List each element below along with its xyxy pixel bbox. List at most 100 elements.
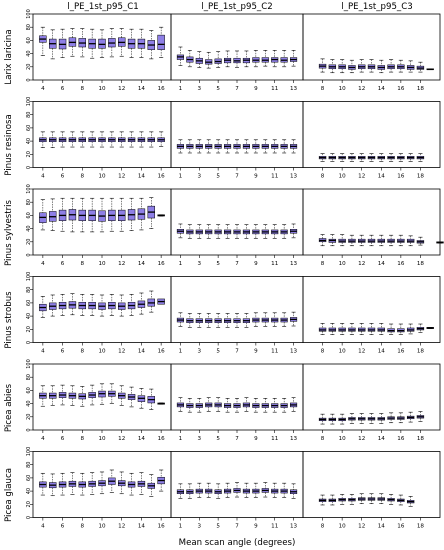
box-11 <box>271 224 279 239</box>
x-tick-label: 11 <box>271 524 279 530</box>
x-tick-label: 16 <box>397 86 405 92</box>
x-tick-label: 8 <box>321 86 325 92</box>
box-5 <box>49 131 57 148</box>
box-1 <box>176 46 184 66</box>
x-tick-label: 12 <box>118 524 125 530</box>
box-4 <box>205 397 213 412</box>
box-7 <box>68 197 77 233</box>
y-tick-label: 40 <box>26 313 32 319</box>
box-11 <box>108 197 116 232</box>
box-16 <box>157 402 165 405</box>
box-18 <box>416 323 425 333</box>
box-12 <box>118 131 126 148</box>
box-16 <box>397 323 405 335</box>
y-tick-label: 40 <box>26 400 32 406</box>
box-16 <box>397 234 405 247</box>
box-11 <box>271 139 279 154</box>
y-tick-label: 80 <box>26 112 32 118</box>
box-18 <box>416 411 425 422</box>
x-tick-label: 10 <box>339 524 347 530</box>
box-14 <box>377 493 385 504</box>
box-14 <box>377 413 385 424</box>
box-11 <box>271 312 279 327</box>
box-9 <box>328 153 337 162</box>
box-3 <box>195 139 203 154</box>
panel-larix-laricina-c3: 8 10 12 14 16 18 <box>302 13 441 92</box>
box-9 <box>328 323 337 335</box>
x-tick-label: 5 <box>216 436 220 442</box>
box-6 <box>224 224 232 239</box>
box-9 <box>252 139 260 154</box>
x-tick-label: 7 <box>235 436 239 442</box>
box-16 <box>157 214 165 217</box>
y-tick-label: 60 <box>26 475 32 481</box>
box-8 <box>242 313 250 328</box>
box-9 <box>252 312 260 327</box>
panel-larix-laricina-c1: 0 20 40 60 80 100 4 6 8 10 12 14 16 <box>26 9 172 92</box>
box-11 <box>348 234 356 247</box>
panel-picea-abies-c2: 1 3 5 7 9 11 13 <box>170 363 304 442</box>
box-7 <box>68 472 77 495</box>
x-tick-label: 16 <box>158 436 166 442</box>
x-tick-label: 16 <box>397 436 405 442</box>
box-8 <box>78 294 86 316</box>
box-16 <box>397 412 405 424</box>
box-5 <box>49 198 57 231</box>
box-7 <box>233 313 241 328</box>
box-9 <box>328 413 337 425</box>
box-15 <box>387 59 395 73</box>
x-tick-label: 8 <box>321 436 325 442</box>
box-8 <box>242 397 250 412</box>
box-17 <box>406 153 415 162</box>
box-11 <box>271 49 279 68</box>
box-9 <box>328 494 337 506</box>
x-tick-label: 16 <box>158 524 166 530</box>
x-tick-label: 13 <box>290 86 298 92</box>
panel-frame <box>302 451 441 518</box>
box-5 <box>214 483 222 499</box>
box-8 <box>78 197 86 233</box>
panel-picea-glauca-c2: 1 3 5 7 9 11 13 <box>170 451 304 530</box>
box-13 <box>127 131 136 148</box>
box-3 <box>195 313 203 328</box>
box-19 <box>426 68 434 71</box>
box-4 <box>39 199 47 231</box>
box-9 <box>88 131 96 148</box>
box-6 <box>224 398 232 413</box>
box-5 <box>49 29 57 60</box>
y-tick-label: 40 <box>26 225 32 231</box>
box-13 <box>127 472 136 496</box>
panel-picea-abies-c1: 0 20 40 60 80 100 4 6 8 10 12 14 16 <box>26 359 172 442</box>
box-13 <box>367 493 376 504</box>
x-tick-label: 13 <box>290 349 298 355</box>
box-13 <box>290 483 298 499</box>
box-11 <box>108 469 116 493</box>
box-12 <box>280 224 288 239</box>
panel-pinus-strobus-c1: 0 20 40 60 80 100 4 6 8 10 12 14 16 <box>26 272 172 355</box>
box-5 <box>49 385 57 406</box>
y-tick-label: 0 <box>26 166 32 169</box>
y-tick-label: 60 <box>26 37 32 43</box>
box-15 <box>387 153 395 162</box>
box-10 <box>338 413 346 425</box>
box-16 <box>397 59 405 73</box>
x-tick-label: 1 <box>179 524 183 530</box>
column-title-c2: l_PE_1st_p95_C2 <box>201 2 272 12</box>
x-tick-label: 9 <box>254 86 258 92</box>
box-14 <box>137 28 146 58</box>
box-5 <box>49 473 57 497</box>
x-tick-label: 7 <box>235 524 239 530</box>
box-5 <box>214 397 222 412</box>
x-tick-label: 8 <box>321 349 325 355</box>
box-4 <box>205 51 213 69</box>
x-tick-label: 9 <box>254 524 258 530</box>
box-11 <box>348 413 356 424</box>
box-15 <box>147 474 155 497</box>
y-tick-label: 0 <box>26 253 32 256</box>
panel-frame <box>302 13 441 81</box>
box-13 <box>290 139 298 154</box>
row-title-picea-abies: Picea abies <box>4 383 14 432</box>
box-14 <box>137 131 146 148</box>
box-8 <box>78 386 86 407</box>
